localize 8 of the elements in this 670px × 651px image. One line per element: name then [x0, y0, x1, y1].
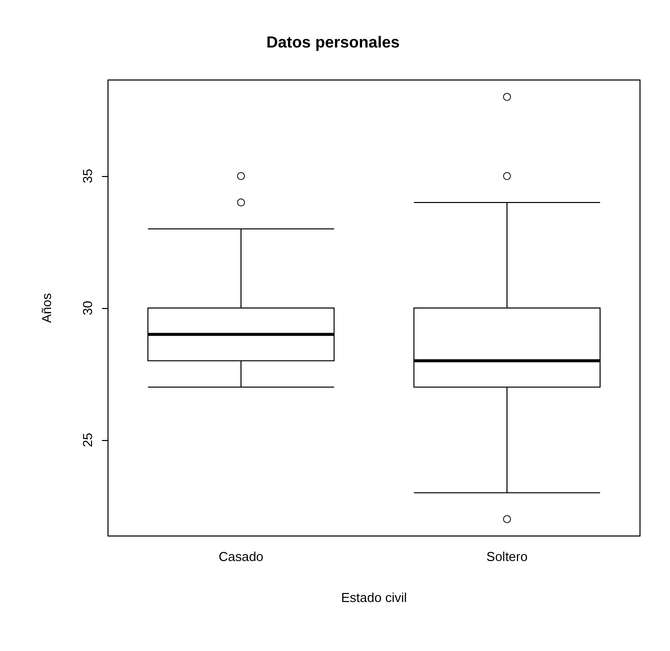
y-tick-label: 30 [80, 300, 95, 316]
y-tick-label: 35 [80, 168, 95, 184]
x-tick-label: Soltero [486, 549, 528, 564]
y-axis-title: Años [39, 292, 54, 323]
x-tick-label: Casado [218, 549, 264, 564]
chart-title: Datos personales [266, 34, 400, 52]
y-tick-label: 25 [80, 432, 95, 448]
x-axis-title: Estado civil [341, 590, 407, 605]
